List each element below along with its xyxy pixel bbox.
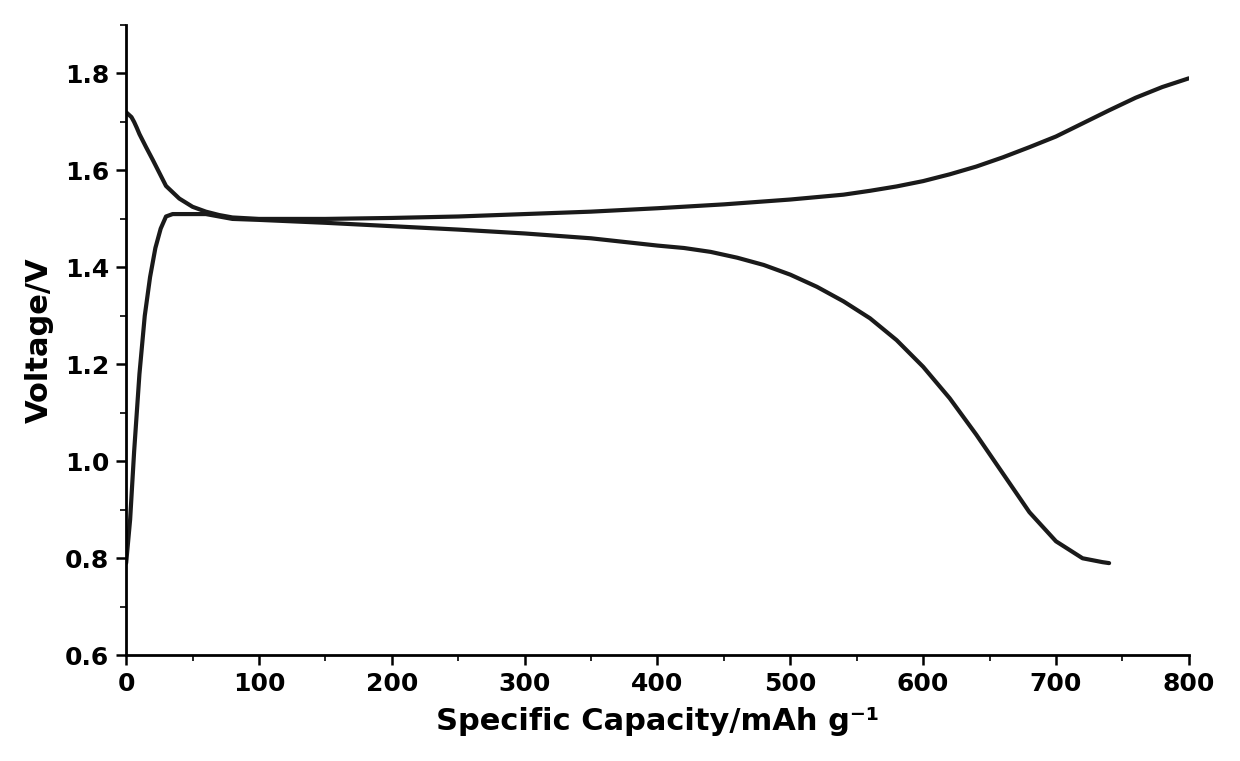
- X-axis label: Specific Capacity/mAh g⁻¹: Specific Capacity/mAh g⁻¹: [435, 707, 879, 736]
- Y-axis label: Voltage/V: Voltage/V: [25, 257, 55, 423]
